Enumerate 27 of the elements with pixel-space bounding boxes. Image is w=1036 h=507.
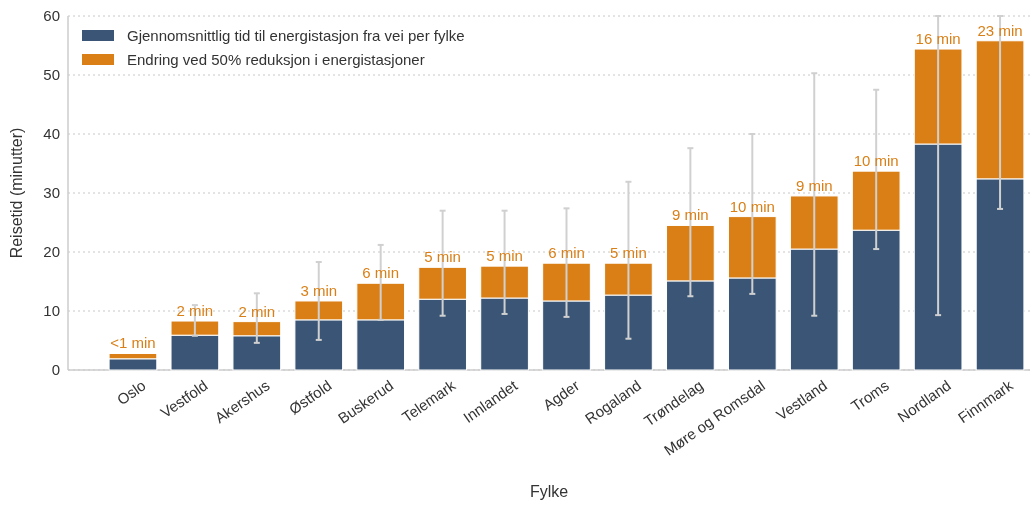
y-tick-label: 10 — [43, 302, 60, 320]
x-axis-title: Fylke — [529, 483, 569, 500]
y-tick-label: 40 — [43, 125, 60, 143]
data-label: 10 min — [729, 197, 775, 215]
y-tick-label: 20 — [43, 243, 60, 261]
data-label: 16 min — [915, 30, 961, 48]
data-label: 6 min — [362, 264, 400, 282]
y-axis-title: Reisetid (minutter) — [8, 127, 25, 259]
data-label: 3 min — [300, 281, 338, 299]
data-label: 2 min — [176, 302, 214, 320]
data-label: 5 min — [486, 247, 523, 265]
data-label: 9 min — [795, 176, 833, 194]
data-label: 23 min — [977, 21, 1023, 39]
y-tick-label: 60 — [43, 7, 60, 25]
data-label: 2 min — [238, 302, 276, 320]
legend-label: Gjennomsnittlig tid til energistasjon fra vei per fylke — [127, 27, 465, 45]
data-label: 9 min — [672, 206, 709, 224]
data-label: 6 min — [548, 244, 585, 262]
data-label: <1 min — [110, 334, 156, 352]
data-label: 5 min — [424, 248, 461, 266]
data-label: 10 min — [853, 152, 899, 170]
y-tick-label: 0 — [51, 361, 60, 379]
y-tick-label: 50 — [43, 66, 60, 84]
y-tick-label: 30 — [43, 184, 60, 202]
data-label: 5 min — [610, 244, 647, 262]
x-tick-label: Oslo — [113, 376, 149, 409]
legend-label: Endring ved 50% reduksjon i energistasjoner — [127, 51, 425, 69]
